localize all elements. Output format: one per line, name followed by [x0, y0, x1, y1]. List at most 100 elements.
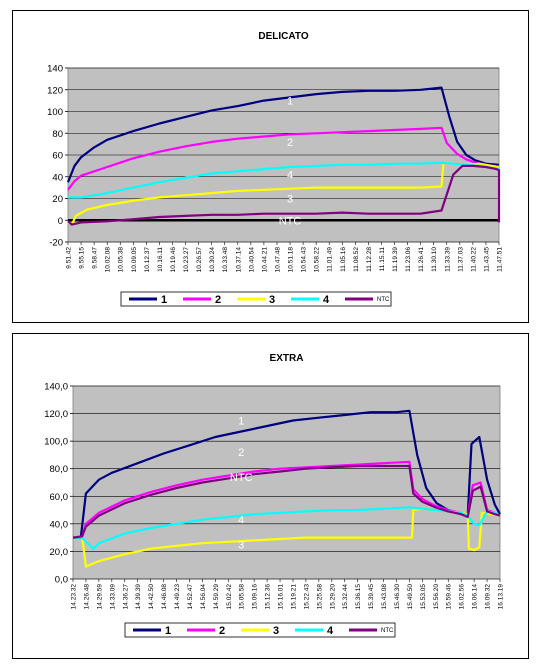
x-tick-label: 10.09.05 [131, 247, 138, 273]
series-line-1 [66, 86, 500, 183]
series-annotation: NTC [230, 472, 253, 484]
y-tick-label: 40 [52, 172, 63, 183]
y-tick-label: 120,0 [44, 409, 68, 420]
x-tick-label: 10.19.46 [170, 247, 177, 273]
chart-svg-extra: EXTRA 0,0 20,0 40,0 60,0 80,0 100,0 120,0 140,0 1… [44, 353, 505, 638]
x-tick-label: 11.19.39 [392, 247, 399, 272]
x-tick-label: 11.37.03 [457, 247, 464, 272]
x-tick-label: 10.58.22 [314, 247, 321, 273]
x-tick-label: 10.44.21 [261, 247, 268, 273]
series-annotation: 1 [238, 415, 244, 427]
x-tick-label: 10.26.57 [196, 247, 203, 273]
x-tick-label: 15.56.20 [433, 584, 440, 610]
x-tick-label: 15.25.58 [316, 584, 323, 610]
y-tick-label: 140 [47, 64, 63, 75]
series-line-ntc [72, 464, 501, 539]
x-tick-label: 15.59.46 [446, 584, 453, 610]
x-tick-label: 15.32.44 [342, 584, 349, 610]
y-tick-label: -20 [49, 238, 63, 249]
series-annotation: NTC [279, 215, 302, 227]
x-tick-label: 10.51.18 [288, 247, 295, 273]
x-tick-label: 11.26.41 [418, 247, 425, 272]
series-annotation: 4 [287, 170, 293, 182]
y-tick-label: 80 [52, 129, 63, 140]
y-tick-label: 20 [52, 194, 63, 205]
x-tick-label: 15.53.05 [420, 584, 427, 610]
x-tick-label: 14.52.47 [187, 584, 194, 610]
x-tick-label: 14.23.32 [71, 584, 78, 610]
x-tick-label: 14.59.29 [213, 584, 220, 610]
x-tick-label: 14.26.48 [83, 584, 90, 610]
x-tick-label: 11.33.39 [444, 247, 451, 272]
x-tick-label: 11.47.51 [497, 247, 504, 272]
x-tick-label: 11.43.45 [483, 247, 490, 272]
legend-label: 3 [269, 294, 275, 306]
x-tick-label: 14.36.27 [122, 584, 129, 610]
series-annotation: 3 [287, 194, 293, 206]
x-tick-label: 11.23.06 [405, 247, 412, 272]
x-tick-label: 15.36.15 [355, 584, 362, 610]
series-annotation: 2 [287, 137, 293, 149]
legend-label: NTC [377, 297, 390, 303]
legend-label: 1 [161, 294, 167, 306]
chart-title: DELICATO [258, 31, 308, 42]
x-tick-label: 14.29.59 [96, 584, 103, 610]
x-tick-label: 10.47.48 [274, 247, 281, 273]
series-annotation: 1 [287, 96, 293, 108]
x-tick-label: 14.56.04 [200, 584, 207, 610]
y-tick-label: 40,0 [50, 519, 69, 530]
x-tick-label: 11.01.49 [327, 247, 334, 272]
y-tick-label: 0 [58, 216, 63, 227]
x-tick-label: 11.40.22 [470, 247, 477, 272]
x-tick-label: 10.23.27 [183, 247, 190, 273]
x-tick-label: 14.49.23 [174, 584, 181, 610]
x-tick-label: 15.05.58 [239, 584, 246, 610]
series-line-3 [72, 507, 501, 568]
x-tick-label: 15.16.01 [278, 584, 285, 610]
x-tick-label: 15.39.45 [368, 584, 375, 610]
y-tick-label: 100 [47, 107, 63, 118]
legend-label: 2 [219, 625, 225, 637]
x-tick-label: 10.54.43 [301, 247, 308, 273]
x-tick-label: 10.33.48 [222, 247, 229, 273]
x-tick-label: 11.08.52 [353, 247, 360, 272]
y-tick-label: 80,0 [50, 464, 69, 475]
x-tick-label: 15.02.42 [226, 584, 233, 610]
y-tick-label: 140,0 [44, 382, 68, 393]
x-tick-label: 16.09.32 [485, 584, 492, 610]
x-tick-label: 11.05.16 [340, 247, 347, 272]
series-line-4 [73, 506, 501, 550]
x-tick-label: 10.40.54 [248, 247, 255, 273]
legend-label: 2 [215, 294, 221, 306]
x-tick-label: 10.12.37 [144, 247, 151, 273]
x-tick-label: 9.55.15 [79, 247, 86, 269]
x-tick-label: 15.46.30 [394, 584, 401, 610]
series-line-4 [68, 161, 500, 199]
x-tick-label: 10.37.14 [235, 247, 242, 273]
series-annotation: 4 [238, 515, 244, 527]
chart-panel-extra: EXTRA 0,0 20,0 40,0 60,0 80,0 100,0 120,0 140,0 1… [12, 333, 529, 659]
y-tick-label: 0,0 [55, 575, 68, 586]
x-tick-label: 11.15.11 [379, 247, 386, 272]
x-tick-label: 14.33.09 [109, 584, 116, 610]
series-line-ntc [67, 164, 501, 226]
plot-area [72, 385, 501, 580]
y-tick-label: 100,0 [44, 437, 68, 448]
series-line-1 [73, 409, 501, 539]
x-tick-label: 15.09.16 [252, 584, 259, 610]
x-tick-label: 14.39.39 [135, 584, 142, 610]
x-tick-label: 15.12.36 [265, 584, 272, 610]
x-tick-label: 11.30.10 [431, 247, 438, 272]
chart-panel-delicato: DELICATO -20 0 20 40 60 80 100 120 140 9.51.42 9.55… [12, 10, 529, 323]
chart-svg-delicato: DELICATO -20 0 20 40 60 80 100 120 140 9.51.42 9.55… [47, 31, 504, 307]
x-tick-label: 15.22.43 [303, 584, 310, 610]
x-tick-label: 10.30.24 [209, 247, 216, 273]
x-tick-label: 9.51.42 [66, 247, 73, 269]
y-tick-label: 120 [47, 85, 63, 96]
x-tick-label: 15.29.20 [329, 584, 336, 610]
y-tick-label: 60 [52, 151, 63, 162]
y-tick-label: 60,0 [50, 492, 69, 503]
x-tick-label: 15.43.08 [381, 584, 388, 610]
legend-label: 4 [323, 294, 330, 306]
chart-title: EXTRA [270, 353, 304, 364]
